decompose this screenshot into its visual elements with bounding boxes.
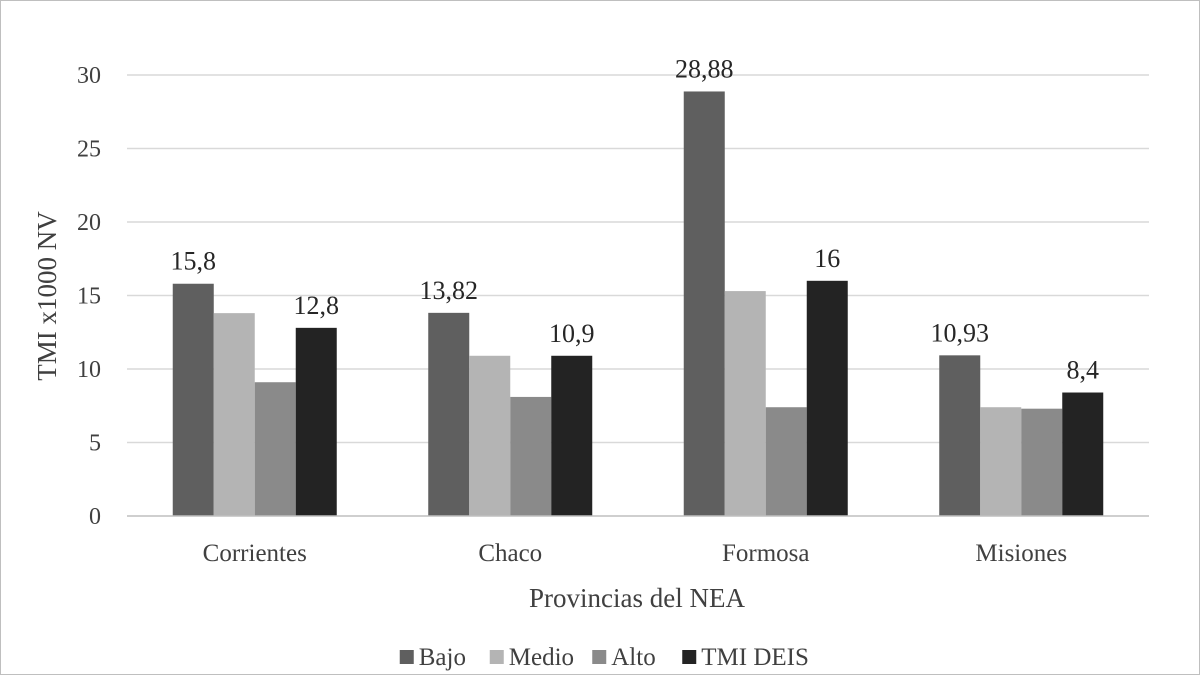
legend: Bajo Medio Alto TMI DEIS — [399, 644, 809, 671]
x-category-label: Chaco — [478, 540, 542, 567]
bar — [510, 396, 552, 516]
data-label: 8,4 — [1067, 356, 1100, 385]
y-tick-label: 20 — [77, 210, 101, 236]
data-label: 10,9 — [549, 319, 595, 348]
bar — [980, 407, 1022, 516]
legend-swatch — [682, 650, 697, 664]
y-tick-label: 15 — [77, 284, 101, 310]
bar — [551, 355, 593, 516]
y-tick-label: 10 — [77, 357, 101, 383]
x-axis-categories: Corrientes Chaco Formosa Misiones — [203, 540, 1067, 567]
x-category-label: Misiones — [975, 540, 1067, 567]
bar — [213, 313, 255, 516]
legend-label: Alto — [611, 644, 655, 671]
x-category-label: Corrientes — [203, 540, 307, 567]
x-axis-title: Provincias del NEA — [529, 583, 745, 613]
bar — [469, 355, 511, 516]
data-labels: 15,8 12,8 13,82 10,9 28,88 16 10,93 8,4 — [171, 54, 1100, 384]
legend-label: Bajo — [419, 644, 466, 671]
data-label: 28,88 — [675, 54, 734, 83]
legend-swatch — [592, 650, 607, 664]
bar — [295, 327, 337, 516]
y-tick-label: 30 — [77, 63, 101, 89]
legend-label: TMI DEIS — [701, 644, 809, 671]
bar — [806, 280, 848, 516]
bar — [765, 407, 807, 516]
bar — [428, 312, 470, 516]
bar — [1021, 408, 1063, 516]
legend-swatch — [489, 650, 504, 664]
bar — [939, 355, 981, 516]
y-axis-title: TMI x1000 NV — [32, 211, 62, 381]
x-category-label: Formosa — [722, 540, 810, 567]
data-label: 15,8 — [171, 247, 217, 276]
bar — [683, 91, 725, 517]
y-axis-ticks: 0 5 10 15 20 25 30 — [77, 63, 101, 530]
bar — [724, 291, 766, 516]
bar — [1062, 392, 1104, 516]
y-tick-label: 0 — [89, 504, 101, 530]
data-label: 12,8 — [294, 291, 340, 320]
legend-label: Medio — [509, 644, 574, 671]
data-label: 10,93 — [931, 318, 990, 347]
bar — [172, 283, 214, 516]
data-label: 16 — [814, 244, 840, 273]
legend-swatch — [399, 650, 414, 664]
bar — [254, 382, 296, 516]
y-tick-label: 5 — [89, 431, 101, 457]
bars — [172, 91, 1104, 517]
data-label: 13,82 — [420, 276, 479, 305]
y-tick-label: 25 — [77, 137, 101, 163]
